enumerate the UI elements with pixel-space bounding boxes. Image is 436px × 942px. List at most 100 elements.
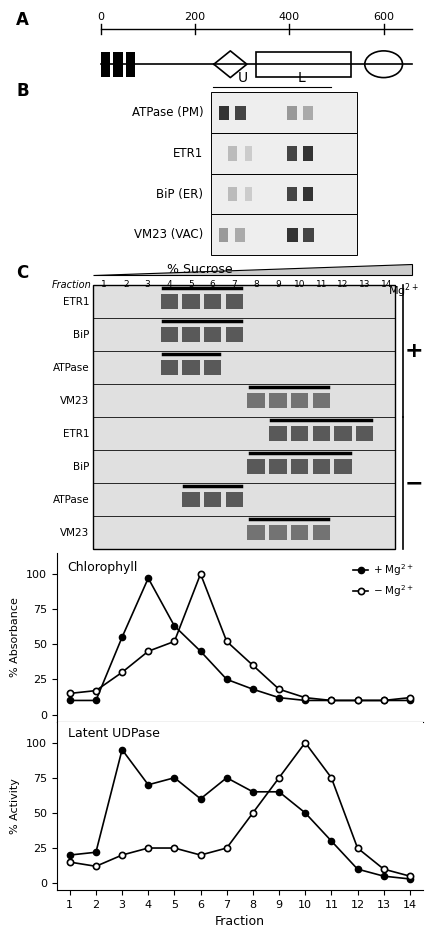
Bar: [204, 493, 221, 507]
Bar: [93, 351, 395, 384]
Bar: [313, 393, 330, 408]
Text: ATPase (PM): ATPase (PM): [132, 106, 203, 120]
Bar: [334, 327, 352, 342]
Bar: [248, 460, 265, 474]
Bar: [160, 327, 178, 342]
Bar: [93, 516, 395, 549]
Text: 13: 13: [359, 281, 371, 289]
Bar: [226, 526, 243, 541]
Bar: [93, 318, 395, 351]
Bar: [245, 187, 252, 202]
Bar: [93, 384, 395, 417]
Bar: [228, 146, 237, 160]
Bar: [226, 327, 243, 342]
Text: 400: 400: [279, 12, 300, 22]
Bar: [334, 294, 352, 309]
Bar: [160, 360, 178, 375]
Text: 0: 0: [97, 12, 104, 22]
Text: 8: 8: [253, 281, 259, 289]
Bar: [182, 360, 200, 375]
Bar: [313, 493, 330, 507]
Text: BiP: BiP: [73, 462, 90, 472]
Bar: [356, 526, 373, 541]
Bar: [248, 493, 265, 507]
Bar: [356, 360, 373, 375]
Bar: [139, 327, 156, 342]
Text: 4: 4: [167, 281, 172, 289]
Text: −: −: [405, 473, 423, 494]
Bar: [248, 327, 265, 342]
Bar: [291, 393, 308, 408]
Bar: [256, 52, 351, 77]
Bar: [245, 146, 252, 160]
Bar: [269, 526, 286, 541]
Bar: [334, 393, 352, 408]
Y-axis label: % Absorbance: % Absorbance: [10, 597, 20, 677]
Bar: [378, 360, 395, 375]
Bar: [139, 493, 156, 507]
Bar: [291, 327, 308, 342]
Bar: [117, 294, 135, 309]
Bar: [182, 360, 200, 375]
Bar: [287, 106, 297, 120]
Bar: [269, 393, 286, 408]
Text: % Sucrose: % Sucrose: [167, 263, 232, 276]
Text: 10: 10: [294, 281, 305, 289]
Text: VM23: VM23: [61, 528, 90, 538]
Text: 6: 6: [210, 281, 215, 289]
Bar: [313, 360, 330, 375]
Legend: $+$ Mg$^{2+}$, $-$ Mg$^{2+}$: $+$ Mg$^{2+}$, $-$ Mg$^{2+}$: [348, 558, 418, 603]
Bar: [211, 92, 357, 133]
Bar: [211, 133, 357, 173]
Bar: [182, 427, 200, 441]
Bar: [226, 493, 243, 507]
Bar: [182, 493, 200, 507]
Bar: [235, 106, 245, 120]
Bar: [226, 327, 243, 342]
Bar: [226, 294, 243, 309]
Bar: [211, 215, 357, 255]
Bar: [182, 327, 200, 342]
Text: 2: 2: [123, 281, 129, 289]
Bar: [204, 393, 221, 408]
Bar: [182, 294, 200, 309]
Bar: [248, 460, 265, 474]
Bar: [303, 228, 314, 242]
Bar: [356, 460, 373, 474]
Bar: [356, 327, 373, 342]
Bar: [313, 327, 330, 342]
Bar: [117, 360, 135, 375]
Bar: [204, 460, 221, 474]
Bar: [117, 327, 135, 342]
Bar: [117, 427, 135, 441]
Text: A: A: [17, 10, 29, 29]
Text: 11: 11: [316, 281, 327, 289]
Bar: [139, 526, 156, 541]
Bar: [291, 393, 308, 408]
Bar: [291, 460, 308, 474]
Text: BiP (ER): BiP (ER): [156, 187, 203, 201]
Bar: [117, 460, 135, 474]
Bar: [95, 427, 113, 441]
Bar: [226, 493, 243, 507]
Bar: [204, 493, 221, 507]
Text: L: L: [297, 72, 305, 85]
Bar: [228, 187, 237, 202]
Bar: [291, 427, 308, 441]
Text: VM23 (VAC): VM23 (VAC): [134, 228, 203, 241]
Text: C: C: [17, 264, 29, 282]
Bar: [334, 427, 352, 441]
Bar: [204, 360, 221, 375]
Bar: [160, 294, 178, 309]
Bar: [235, 228, 245, 242]
Bar: [113, 52, 123, 77]
Bar: [182, 327, 200, 342]
Text: ETR1: ETR1: [173, 147, 203, 160]
Bar: [303, 106, 313, 120]
Bar: [248, 393, 265, 408]
Bar: [378, 460, 395, 474]
Bar: [291, 294, 308, 309]
Text: Fraction: Fraction: [51, 281, 91, 290]
Bar: [378, 294, 395, 309]
Bar: [313, 427, 330, 441]
